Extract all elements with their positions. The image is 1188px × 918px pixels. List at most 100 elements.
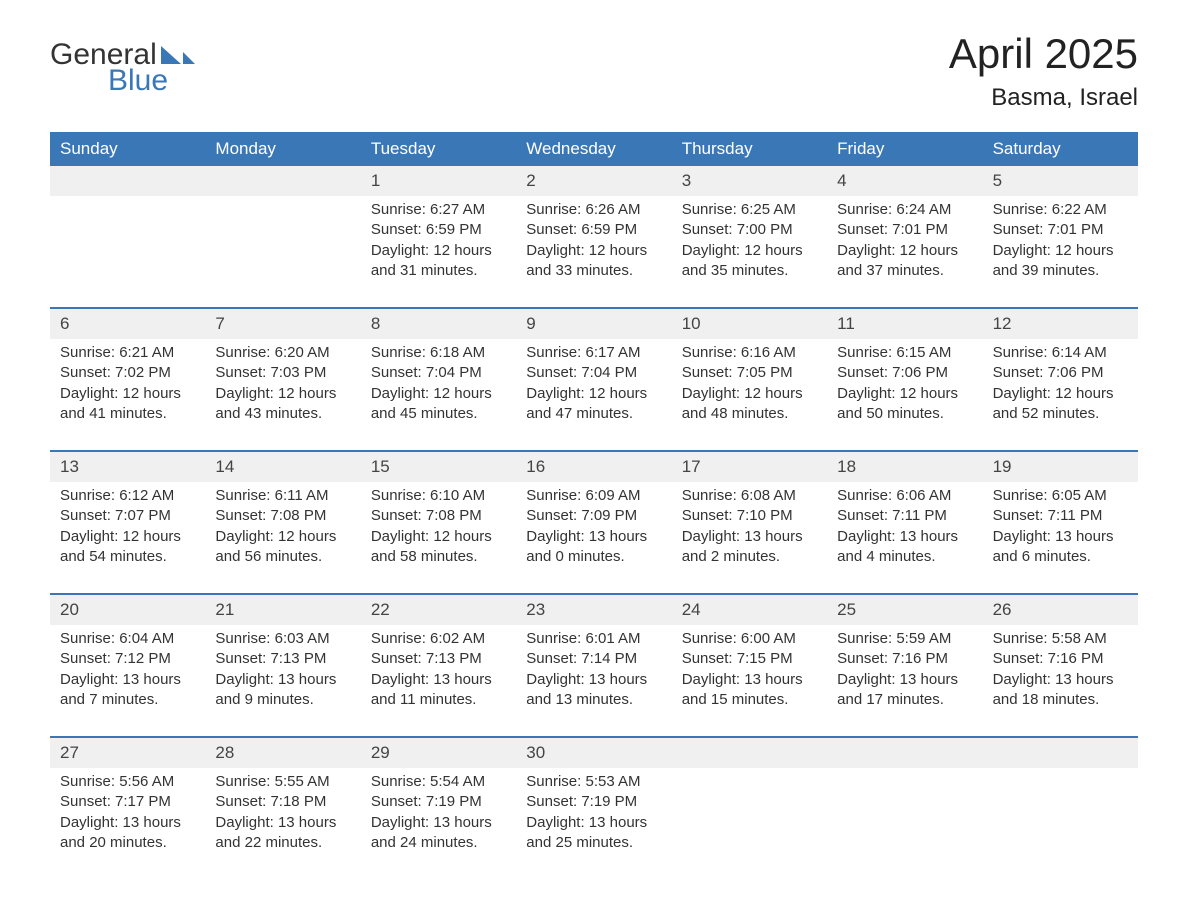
day-number: 5 <box>983 166 1138 196</box>
day-cell: Sunrise: 6:16 AMSunset: 7:05 PMDaylight:… <box>672 339 827 450</box>
day-cell: Sunrise: 6:03 AMSunset: 7:13 PMDaylight:… <box>205 625 360 736</box>
day-cell: Sunrise: 5:59 AMSunset: 7:16 PMDaylight:… <box>827 625 982 736</box>
calendar-week: 13141516171819Sunrise: 6:12 AMSunset: 7:… <box>50 450 1138 593</box>
sunset-line: Sunset: 7:04 PM <box>526 363 661 383</box>
daylight-line-2: and 13 minutes. <box>526 690 661 710</box>
sunset-line: Sunset: 7:16 PM <box>837 649 972 669</box>
daylight-line-2: and 17 minutes. <box>837 690 972 710</box>
day-number: 19 <box>983 452 1138 482</box>
sunrise-line: Sunrise: 5:55 AM <box>215 772 350 792</box>
daylight-line-1: Daylight: 12 hours <box>837 241 972 261</box>
sunset-line: Sunset: 7:13 PM <box>215 649 350 669</box>
calendar: Sunday Monday Tuesday Wednesday Thursday… <box>50 132 1138 879</box>
day-number-row: 6789101112 <box>50 309 1138 339</box>
day-number <box>983 738 1138 768</box>
sunrise-line: Sunrise: 6:11 AM <box>215 486 350 506</box>
daylight-line-2: and 6 minutes. <box>993 547 1128 567</box>
day-number: 14 <box>205 452 360 482</box>
sunrise-line: Sunrise: 6:18 AM <box>371 343 506 363</box>
sunrise-line: Sunrise: 6:03 AM <box>215 629 350 649</box>
sunrise-line: Sunrise: 6:02 AM <box>371 629 506 649</box>
daylight-line-2: and 56 minutes. <box>215 547 350 567</box>
daylight-line-1: Daylight: 13 hours <box>682 527 817 547</box>
daylight-line-2: and 48 minutes. <box>682 404 817 424</box>
day-number-row: 13141516171819 <box>50 452 1138 482</box>
sunrise-line: Sunrise: 6:15 AM <box>837 343 972 363</box>
sunset-line: Sunset: 7:18 PM <box>215 792 350 812</box>
day-cell: Sunrise: 6:25 AMSunset: 7:00 PMDaylight:… <box>672 196 827 307</box>
daylight-line-2: and 20 minutes. <box>60 833 195 853</box>
daylight-line-1: Daylight: 12 hours <box>60 527 195 547</box>
day-number: 21 <box>205 595 360 625</box>
sunset-line: Sunset: 7:17 PM <box>60 792 195 812</box>
weekday-header: Thursday <box>672 132 827 166</box>
day-number: 20 <box>50 595 205 625</box>
day-number: 15 <box>361 452 516 482</box>
day-cell: Sunrise: 6:14 AMSunset: 7:06 PMDaylight:… <box>983 339 1138 450</box>
day-number: 4 <box>827 166 982 196</box>
daylight-line-1: Daylight: 12 hours <box>526 241 661 261</box>
day-cell: Sunrise: 6:18 AMSunset: 7:04 PMDaylight:… <box>361 339 516 450</box>
day-cell: Sunrise: 6:26 AMSunset: 6:59 PMDaylight:… <box>516 196 671 307</box>
day-cell: Sunrise: 6:10 AMSunset: 7:08 PMDaylight:… <box>361 482 516 593</box>
day-cell <box>50 196 205 307</box>
day-cell: Sunrise: 6:01 AMSunset: 7:14 PMDaylight:… <box>516 625 671 736</box>
sunset-line: Sunset: 7:09 PM <box>526 506 661 526</box>
day-cell: Sunrise: 6:04 AMSunset: 7:12 PMDaylight:… <box>50 625 205 736</box>
sunrise-line: Sunrise: 6:00 AM <box>682 629 817 649</box>
sunset-line: Sunset: 7:11 PM <box>837 506 972 526</box>
sunrise-line: Sunrise: 6:25 AM <box>682 200 817 220</box>
daylight-line-2: and 2 minutes. <box>682 547 817 567</box>
daylight-line-1: Daylight: 13 hours <box>837 527 972 547</box>
sunset-line: Sunset: 7:10 PM <box>682 506 817 526</box>
daylight-line-1: Daylight: 13 hours <box>371 813 506 833</box>
day-number <box>205 166 360 196</box>
daylight-line-2: and 18 minutes. <box>993 690 1128 710</box>
sunset-line: Sunset: 7:08 PM <box>371 506 506 526</box>
day-cell: Sunrise: 6:05 AMSunset: 7:11 PMDaylight:… <box>983 482 1138 593</box>
day-number: 16 <box>516 452 671 482</box>
daylight-line-2: and 24 minutes. <box>371 833 506 853</box>
day-cell: Sunrise: 6:21 AMSunset: 7:02 PMDaylight:… <box>50 339 205 450</box>
sunrise-line: Sunrise: 5:58 AM <box>993 629 1128 649</box>
day-cell: Sunrise: 5:58 AMSunset: 7:16 PMDaylight:… <box>983 625 1138 736</box>
sunrise-line: Sunrise: 5:56 AM <box>60 772 195 792</box>
sunrise-line: Sunrise: 6:27 AM <box>371 200 506 220</box>
sunrise-line: Sunrise: 6:17 AM <box>526 343 661 363</box>
day-number <box>50 166 205 196</box>
day-cell: Sunrise: 6:15 AMSunset: 7:06 PMDaylight:… <box>827 339 982 450</box>
sunset-line: Sunset: 7:02 PM <box>60 363 195 383</box>
daylight-line-2: and 25 minutes. <box>526 833 661 853</box>
sunrise-line: Sunrise: 5:53 AM <box>526 772 661 792</box>
daylight-line-1: Daylight: 12 hours <box>371 241 506 261</box>
day-number-row: 12345 <box>50 166 1138 196</box>
sunset-line: Sunset: 6:59 PM <box>526 220 661 240</box>
day-body-row: Sunrise: 6:21 AMSunset: 7:02 PMDaylight:… <box>50 339 1138 450</box>
daylight-line-1: Daylight: 13 hours <box>837 670 972 690</box>
day-cell <box>205 196 360 307</box>
sunrise-line: Sunrise: 6:26 AM <box>526 200 661 220</box>
sunset-line: Sunset: 7:04 PM <box>371 363 506 383</box>
day-number-row: 20212223242526 <box>50 595 1138 625</box>
day-cell: Sunrise: 6:24 AMSunset: 7:01 PMDaylight:… <box>827 196 982 307</box>
day-cell <box>672 768 827 879</box>
daylight-line-1: Daylight: 12 hours <box>60 384 195 404</box>
month-title: April 2025 <box>949 30 1138 78</box>
day-cell: Sunrise: 5:55 AMSunset: 7:18 PMDaylight:… <box>205 768 360 879</box>
sunrise-line: Sunrise: 5:54 AM <box>371 772 506 792</box>
day-cell: Sunrise: 6:09 AMSunset: 7:09 PMDaylight:… <box>516 482 671 593</box>
sunset-line: Sunset: 7:19 PM <box>371 792 506 812</box>
daylight-line-2: and 50 minutes. <box>837 404 972 424</box>
weekday-header: Tuesday <box>361 132 516 166</box>
sunset-line: Sunset: 7:11 PM <box>993 506 1128 526</box>
daylight-line-2: and 4 minutes. <box>837 547 972 567</box>
daylight-line-1: Daylight: 12 hours <box>215 527 350 547</box>
day-number: 28 <box>205 738 360 768</box>
daylight-line-2: and 41 minutes. <box>60 404 195 424</box>
daylight-line-1: Daylight: 12 hours <box>215 384 350 404</box>
daylight-line-1: Daylight: 13 hours <box>993 527 1128 547</box>
weekday-header: Monday <box>205 132 360 166</box>
sunrise-line: Sunrise: 6:14 AM <box>993 343 1128 363</box>
sunrise-line: Sunrise: 6:24 AM <box>837 200 972 220</box>
day-cell: Sunrise: 5:53 AMSunset: 7:19 PMDaylight:… <box>516 768 671 879</box>
